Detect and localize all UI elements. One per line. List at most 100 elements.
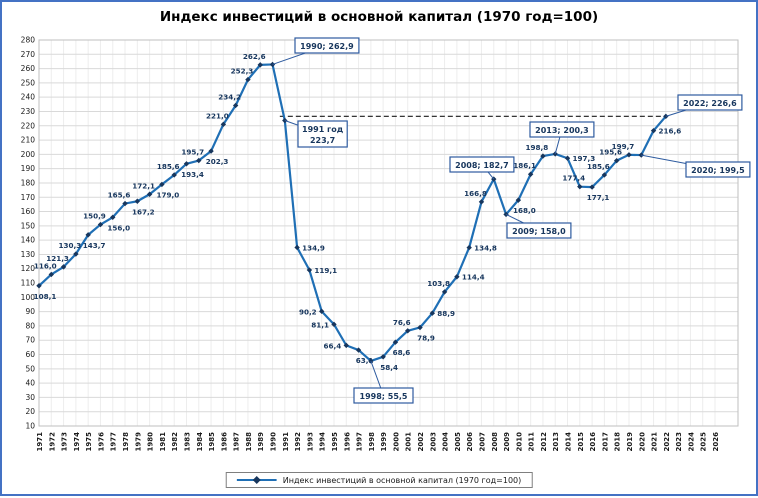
svg-text:221,0: 221,0	[206, 111, 229, 120]
svg-text:134,9: 134,9	[302, 243, 325, 252]
svg-text:66,4: 66,4	[324, 341, 342, 350]
svg-text:185,6: 185,6	[157, 162, 180, 171]
svg-text:2022: 2022	[663, 432, 671, 452]
svg-text:1972: 1972	[48, 432, 56, 452]
svg-text:110: 110	[21, 279, 36, 288]
svg-text:103,8: 103,8	[427, 279, 450, 288]
svg-text:179,0: 179,0	[157, 190, 180, 199]
svg-text:1987: 1987	[233, 432, 241, 452]
svg-text:90,2: 90,2	[299, 307, 317, 316]
svg-text:2007: 2007	[478, 432, 486, 452]
svg-text:2008; 182,7: 2008; 182,7	[455, 161, 509, 170]
svg-text:190: 190	[21, 164, 36, 173]
svg-text:252,3: 252,3	[231, 67, 254, 76]
svg-text:78,9: 78,9	[417, 333, 435, 342]
svg-text:63,1: 63,1	[356, 356, 374, 365]
svg-text:216,6: 216,6	[659, 127, 682, 136]
svg-text:116,0: 116,0	[34, 261, 57, 270]
svg-text:2014: 2014	[565, 432, 573, 452]
svg-text:165,6: 165,6	[108, 191, 131, 200]
svg-text:177,4: 177,4	[562, 174, 585, 183]
legend-line-marker-icon	[236, 476, 277, 484]
svg-text:1984: 1984	[196, 432, 204, 452]
svg-text:199,7: 199,7	[612, 142, 635, 151]
svg-text:180: 180	[21, 178, 36, 187]
svg-text:1995: 1995	[331, 432, 339, 452]
svg-text:2024: 2024	[687, 432, 695, 452]
svg-text:100: 100	[21, 293, 36, 302]
svg-text:2018: 2018	[614, 432, 622, 452]
x-axis-labels: 1971 1972 1973 1974 1975 1976 1977 1978 1979 1980…	[36, 432, 720, 452]
svg-text:2000: 2000	[392, 432, 400, 452]
svg-text:240: 240	[21, 93, 36, 102]
svg-text:58,4: 58,4	[380, 363, 398, 372]
svg-text:170: 170	[21, 193, 36, 202]
svg-text:90: 90	[25, 307, 35, 316]
svg-text:1985: 1985	[208, 432, 216, 452]
svg-text:1982: 1982	[171, 432, 179, 452]
svg-text:230: 230	[21, 107, 36, 116]
svg-text:108,1: 108,1	[34, 292, 57, 301]
svg-text:81,1: 81,1	[311, 320, 329, 329]
svg-text:1973: 1973	[61, 432, 69, 452]
svg-text:119,1: 119,1	[314, 266, 337, 275]
svg-text:1980: 1980	[147, 432, 155, 452]
svg-text:2015: 2015	[577, 432, 585, 452]
svg-text:150,9: 150,9	[83, 212, 106, 221]
svg-text:1991 год: 1991 год	[302, 125, 344, 134]
svg-text:1981: 1981	[159, 432, 167, 452]
svg-text:2021: 2021	[651, 432, 659, 452]
svg-text:186,1: 186,1	[513, 161, 536, 170]
svg-text:2001: 2001	[405, 432, 413, 452]
svg-text:1977: 1977	[110, 432, 118, 452]
svg-text:1976: 1976	[97, 432, 105, 452]
svg-text:210: 210	[21, 136, 36, 145]
svg-text:1997: 1997	[356, 432, 364, 452]
svg-text:50: 50	[25, 364, 35, 373]
svg-text:1971: 1971	[36, 432, 44, 452]
svg-text:200: 200	[21, 150, 36, 159]
svg-text:2011: 2011	[528, 432, 536, 452]
svg-text:2016: 2016	[589, 432, 597, 452]
svg-text:195,7: 195,7	[181, 148, 204, 157]
series-line	[37, 63, 667, 363]
svg-text:2019: 2019	[626, 432, 634, 452]
svg-text:167,2: 167,2	[132, 207, 155, 216]
svg-text:280: 280	[21, 36, 36, 45]
svg-text:2004: 2004	[442, 432, 450, 452]
svg-text:2025: 2025	[700, 432, 708, 452]
svg-text:88,9: 88,9	[437, 309, 455, 318]
svg-text:121,3: 121,3	[46, 254, 69, 263]
svg-text:195,6: 195,6	[599, 148, 622, 157]
svg-text:262,6: 262,6	[243, 52, 266, 61]
svg-text:1992: 1992	[294, 432, 302, 452]
svg-text:1989: 1989	[257, 432, 265, 452]
svg-text:2009; 158,0: 2009; 158,0	[512, 227, 566, 236]
svg-text:2017: 2017	[601, 432, 609, 452]
svg-text:1988: 1988	[245, 432, 253, 452]
svg-text:30: 30	[25, 393, 35, 402]
svg-text:234,2: 234,2	[218, 92, 241, 101]
svg-text:1994: 1994	[319, 432, 327, 452]
svg-text:168,0: 168,0	[513, 206, 536, 215]
svg-text:2006: 2006	[466, 432, 474, 452]
svg-text:193,4: 193,4	[181, 170, 204, 179]
svg-text:114,4: 114,4	[462, 273, 485, 282]
svg-text:1990; 262,9: 1990; 262,9	[300, 42, 354, 51]
svg-text:2023: 2023	[675, 432, 683, 452]
series-markers	[36, 61, 669, 364]
svg-text:166,8: 166,8	[464, 189, 487, 198]
svg-text:2013; 200,3: 2013; 200,3	[535, 126, 589, 135]
svg-text:2020; 199,5: 2020; 199,5	[691, 166, 745, 175]
svg-text:1990: 1990	[270, 432, 278, 452]
svg-text:1986: 1986	[220, 432, 228, 452]
svg-text:1998; 55,5: 1998; 55,5	[360, 392, 408, 401]
svg-text:1979: 1979	[134, 432, 142, 452]
svg-text:223,7: 223,7	[310, 136, 335, 145]
svg-text:172,1: 172,1	[132, 181, 155, 190]
svg-text:1975: 1975	[85, 432, 93, 452]
svg-text:2010: 2010	[515, 432, 523, 452]
svg-text:1998: 1998	[368, 432, 376, 452]
svg-text:1999: 1999	[380, 432, 388, 452]
